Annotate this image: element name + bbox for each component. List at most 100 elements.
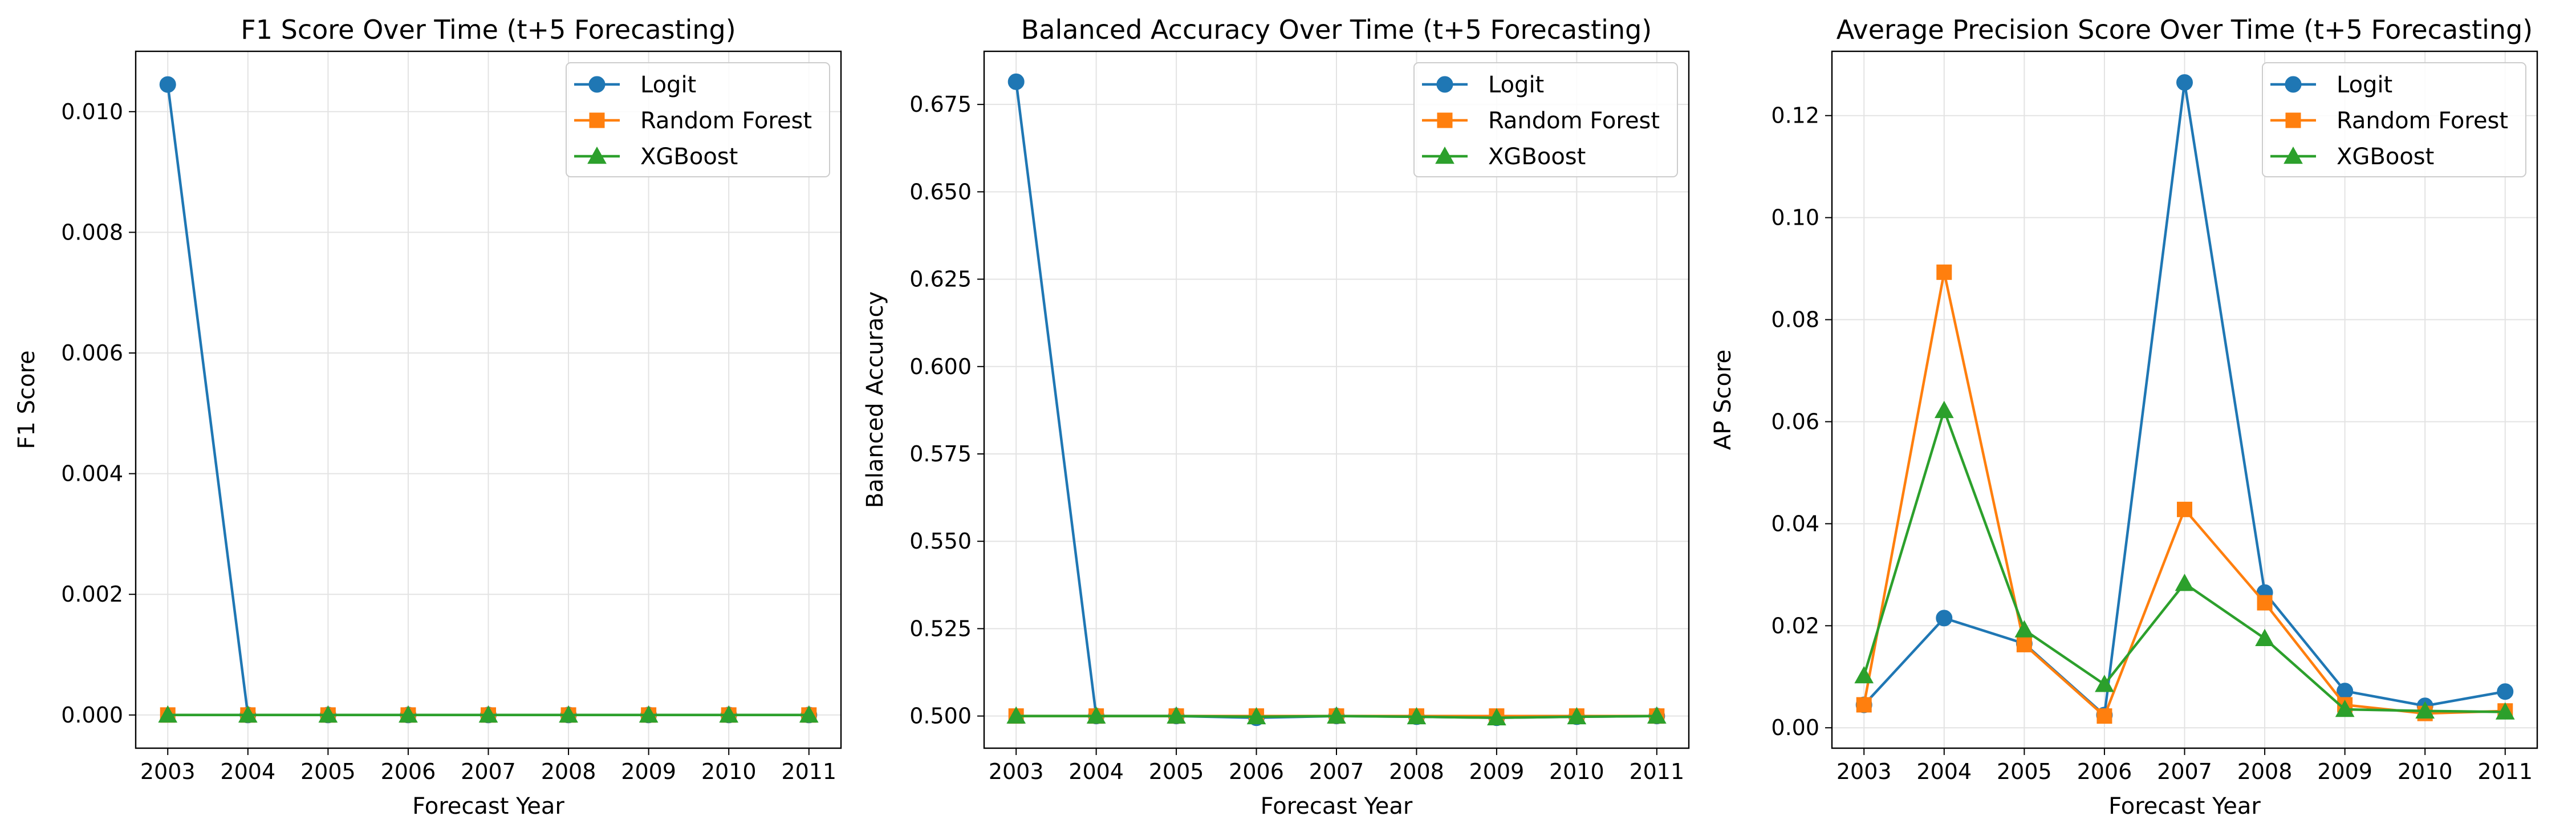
data-point (1934, 400, 1954, 419)
legend-label: Random Forest (640, 108, 812, 134)
data-point (1647, 706, 1667, 724)
x-tick-label: 2010 (1549, 759, 1604, 784)
data-point (2415, 701, 2435, 719)
y-tick-label: 0.008 (61, 220, 123, 245)
data-point (1936, 610, 1953, 627)
data-point (1327, 706, 1346, 724)
data-point (1936, 264, 1952, 280)
x-tick-label: 2010 (701, 759, 757, 784)
data-point (2096, 708, 2112, 724)
x-tick-label: 2006 (1229, 759, 1284, 784)
data-point (1856, 697, 1872, 713)
legend: Logit Random Forest XGBoost (1413, 62, 1678, 177)
data-point (2335, 699, 2355, 717)
data-point (2175, 574, 2195, 591)
y-tick-label: 0.04 (1771, 511, 1819, 536)
plot-frame (135, 50, 842, 749)
x-tick-label: 2009 (621, 759, 676, 784)
legend-marker (1435, 146, 1454, 164)
x-tick-label: 2011 (2477, 759, 2533, 784)
x-tick-label: 2003 (989, 759, 1044, 784)
data-point (478, 705, 498, 723)
data-point (1007, 73, 1025, 90)
legend-marker (587, 146, 607, 164)
data-point (719, 705, 739, 723)
data-point (2257, 595, 2273, 611)
data-point (1006, 706, 1026, 724)
series-xgboost (158, 705, 819, 723)
y-tick-label: 0.525 (909, 616, 972, 641)
y-axis-label: AP Score (1710, 350, 1736, 450)
y-tick-label: 0.10 (1771, 205, 1819, 230)
y-tick-label: 0.500 (909, 704, 972, 729)
data-point (238, 705, 258, 723)
y-axis-label: F1 Score (14, 350, 40, 449)
x-tick-label: 2004 (1916, 759, 1972, 784)
x-tick-label: 2008 (2237, 759, 2293, 784)
chart-panel-2: 2003 2004 2005 2006 2007 2008 2009 2010 2011 0.50… (862, 14, 1690, 819)
data-point (1086, 706, 1106, 724)
x-tick-label: 2007 (2157, 759, 2212, 784)
x-tick-label: 2005 (300, 759, 356, 784)
plot-frame (983, 50, 1690, 749)
series-xgboost (1854, 400, 2515, 720)
x-tick-label: 2008 (541, 759, 596, 784)
x-tick-label: 2005 (1149, 759, 1204, 784)
x-tick-label: 2006 (381, 759, 436, 784)
x-axis-label: Forecast Year (412, 793, 564, 819)
data-point (1487, 708, 1506, 725)
x-tick-label: 2003 (140, 759, 196, 784)
y-tick-label: 0.02 (1771, 613, 1819, 638)
y-tick-label: 0.002 (61, 582, 123, 607)
y-tick-label: 0.550 (909, 529, 972, 554)
y-tick-label: 0.006 (61, 340, 123, 366)
x-tick-label: 2007 (461, 759, 516, 784)
data-point (1246, 707, 1266, 725)
chart-panel-1: 2003 2004 2005 2006 2007 2008 2009 2010 2011 0.00… (14, 14, 842, 819)
legend-label: Logit (1488, 72, 1544, 98)
data-point (399, 705, 418, 723)
x-tick-label: 2010 (2398, 759, 2453, 784)
legend-box (566, 62, 830, 177)
data-point (1854, 665, 1874, 684)
y-tick-label: 0.06 (1771, 409, 1819, 434)
legend-label: Random Forest (2337, 108, 2508, 134)
x-tick-label: 2011 (1629, 759, 1684, 784)
legend-marker (2285, 112, 2301, 128)
legend-label: XGBoost (1488, 144, 1586, 170)
legend-label: XGBoost (2337, 144, 2434, 170)
y-axis-label: Balanced Accuracy (862, 291, 888, 508)
x-tick-label: 2006 (2077, 759, 2132, 784)
data-point (2497, 683, 2514, 700)
data-point (158, 705, 178, 723)
data-point (2014, 620, 2034, 638)
data-point (639, 705, 659, 723)
data-point (318, 705, 338, 723)
legend-marker (1436, 76, 1453, 93)
x-tick-label: 2003 (1836, 759, 1892, 784)
y-tick-label: 0.12 (1771, 103, 1819, 128)
series-xgboost (1006, 706, 1667, 725)
x-tick-label: 2009 (2317, 759, 2372, 784)
data-point (1407, 707, 1427, 725)
x-tick-label: 2007 (1309, 759, 1364, 784)
y-tick-label: 0.000 (61, 703, 123, 728)
x-tick-label: 2008 (1389, 759, 1444, 784)
x-axis-label: Forecast Year (2108, 793, 2261, 819)
data-point (2176, 74, 2193, 91)
data-point (799, 705, 819, 723)
x-tick-label: 2011 (781, 759, 836, 784)
y-tick-label: 0.004 (61, 461, 123, 486)
legend-box (2262, 62, 2526, 177)
legend: Logit Random Forest XGBoost (566, 62, 830, 177)
legend-label: Random Forest (1488, 108, 1660, 134)
y-tick-label: 0.00 (1771, 715, 1819, 740)
y-tick-label: 0.650 (909, 179, 972, 204)
x-tick-label: 2009 (1469, 759, 1525, 784)
chart-title: F1 Score Over Time (t+5 Forecasting) (241, 14, 736, 45)
data-point (159, 76, 176, 93)
legend-marker (589, 112, 605, 128)
chart-title: Balanced Accuracy Over Time (t+5 Forecas… (1021, 14, 1652, 45)
legend-marker (1437, 112, 1453, 128)
y-tick-label: 0.010 (61, 99, 123, 124)
